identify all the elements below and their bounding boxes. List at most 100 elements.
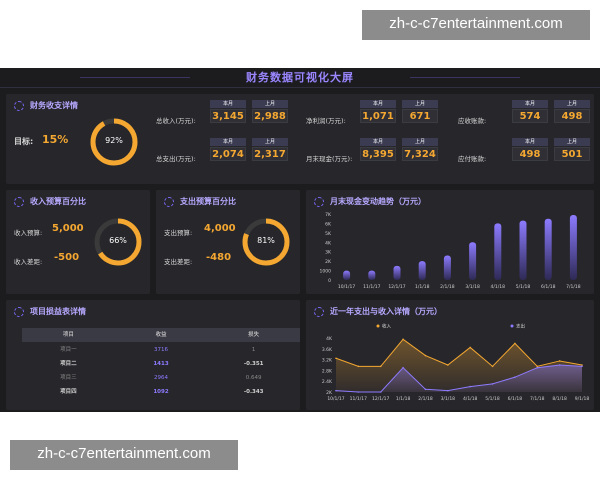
table-row: 项目一 3716 1 — [22, 344, 300, 357]
series-point — [514, 342, 516, 345]
series-point — [558, 364, 561, 366]
gauge-arc — [242, 218, 290, 266]
kpi-tag-last: 上月 — [402, 138, 438, 146]
target-label: 目标: — [14, 137, 34, 146]
expense-gap-value: -480 — [206, 252, 232, 263]
series-point — [379, 391, 382, 393]
kpi-tag-last: 上月 — [554, 100, 590, 108]
table-cell-project: 项目三 — [60, 375, 77, 381]
y-tick-label: 1000 — [320, 269, 332, 275]
series-point — [536, 366, 539, 369]
y-tick-label: 2K — [326, 390, 333, 396]
expense-budget-label: 支出预算: — [164, 229, 193, 237]
table-cell-loss: 1 — [251, 347, 256, 353]
x-tick-label: 7/1/18 — [530, 396, 545, 402]
series-point — [469, 346, 471, 349]
x-tick-label: 11/1/17 — [363, 284, 380, 290]
income-budget-gauge-text: 66% — [109, 236, 127, 245]
ring-icon — [314, 306, 324, 317]
x-tick-label: 2/1/18 — [418, 396, 433, 402]
kpi-value-this: 574 — [512, 109, 548, 123]
expense-budget-gauge-svg — [242, 218, 290, 266]
y-tick-label: 3K — [325, 250, 332, 256]
project-table-panel: 项目损益表详情 项目 收益 损失 项目一 3716 1 项目二 1413 -0.… — [6, 300, 300, 410]
y-tick-label: 2.4K — [322, 379, 333, 385]
table-row: 项目四 1092 -0.343 — [22, 386, 300, 399]
series-point — [581, 364, 583, 366]
table-cell-income: 2964 — [154, 375, 168, 381]
table-cell-income: 1413 — [153, 361, 169, 367]
cash-bar — [569, 214, 577, 280]
cash-bar — [343, 270, 351, 280]
kpi-value-last: 7,324 — [402, 147, 438, 161]
income-gauge-svg — [90, 118, 138, 166]
kpi-tag-this: 本月 — [210, 100, 246, 108]
kpi-tag-this: 本月 — [360, 138, 396, 146]
income-detail-panel: 财务收支详情 目标: 15% 92% 总收入(万元): 本月 3,145 上月 2,98… — [6, 94, 594, 184]
x-tick-label: 6/1/18 — [541, 284, 556, 290]
kpi-label: 总支出(万元): — [156, 155, 196, 163]
expense-budget-panel: 支出预算百分比 支出预算: 4,000 支出差距: -480 81% — [156, 190, 300, 294]
x-tick-label: 5/1/18 — [485, 396, 500, 402]
kpi-tag-last: 上月 — [252, 138, 288, 146]
legend-label: 支出 — [516, 323, 525, 330]
cash-trend-chart: 0 1000 2K 3K 4K 5K 6K 7K 10/1/17 11/1/17 12/1/17 1/… — [320, 212, 581, 290]
gauge-arc — [90, 118, 138, 166]
cash-trend-header: 月末现金变动趋势（万元） — [314, 196, 426, 207]
table-header-cell: 收益 — [155, 332, 167, 338]
kpi-tag-last: 上月 — [554, 138, 590, 146]
legend-label: 收入 — [382, 323, 391, 330]
income-expense-chart: 2K 2.4K 2.8K 3.2K 3.6K 4K 收入 支出 10/1/17 11/1/17 12… — [322, 323, 589, 403]
income-budget-gauge: 66% — [92, 216, 144, 268]
y-tick-label: 5K — [325, 231, 332, 237]
series-point — [469, 385, 471, 388]
ring-icon — [164, 196, 174, 207]
cash-trend-title: 月末现金变动趋势（万元） — [330, 197, 426, 206]
y-tick-label: 2K — [325, 259, 332, 265]
x-tick-label: 7/1/18 — [566, 284, 581, 290]
expense-budget-gauge: 81% — [240, 216, 292, 268]
dashboard-title: 财务数据可视化大屏 — [0, 68, 600, 88]
kpi-value-this: 498 — [512, 147, 548, 161]
series-point — [447, 364, 449, 366]
finance-dashboard: 财务数据可视化大屏 财务收支详情 目标: 15% 92% 总收入(万元): 本月 3… — [0, 68, 600, 412]
kpi-label: 应付账款: — [458, 155, 487, 163]
x-tick-label: 11/1/17 — [350, 396, 367, 402]
y-tick-label: 2.8K — [322, 368, 333, 374]
table-cell-project: 项目一 — [60, 347, 77, 353]
cash-trend-panel: 月末现金变动趋势（万元） 0 1000 2K 3K 4K 5K 6K 7K 10/1/17 11/… — [306, 190, 594, 294]
kpi-label: 应收账款: — [458, 117, 487, 125]
kpi-label: 月末现金(万元): — [306, 155, 353, 163]
series-line — [335, 338, 583, 368]
kpi-tag-this: 本月 — [512, 138, 548, 146]
kpi-value-last: 501 — [554, 147, 590, 161]
income-detail-title: 财务收支详情 — [30, 101, 78, 110]
kpi-value-last: 671 — [402, 109, 438, 123]
ring-icon — [14, 100, 24, 111]
y-tick-label: 3.2K — [322, 358, 333, 364]
x-tick-label: 10/1/17 — [338, 284, 355, 290]
kpi-tag-this: 本月 — [210, 138, 246, 146]
series-point — [447, 389, 449, 392]
income-gap-value: -500 — [54, 252, 80, 263]
series-point — [335, 389, 337, 392]
table-cell-loss: -0.343 — [243, 389, 264, 395]
cash-bar — [393, 265, 401, 280]
cash-bar — [494, 223, 502, 280]
kpi-value-this: 1,071 — [360, 109, 396, 123]
x-tick-label: 12/1/17 — [388, 284, 405, 290]
series-point — [424, 354, 427, 357]
income-budget-gauge-svg — [94, 218, 142, 266]
x-tick-label: 4/1/18 — [463, 396, 478, 402]
x-tick-label: 1/1/18 — [415, 284, 430, 290]
kpi-tag-last: 上月 — [252, 100, 288, 108]
income-budget-header: 收入预算百分比 — [14, 196, 86, 207]
watermark-top: zh-c-c7entertainment.com — [362, 10, 590, 40]
x-tick-label: 12/1/17 — [372, 396, 389, 402]
cash-bar — [519, 220, 527, 280]
series-point — [402, 338, 404, 341]
series-point — [558, 360, 561, 362]
kpi-value-this: 2,074 — [210, 147, 246, 161]
x-tick-label: 3/1/18 — [465, 284, 480, 290]
